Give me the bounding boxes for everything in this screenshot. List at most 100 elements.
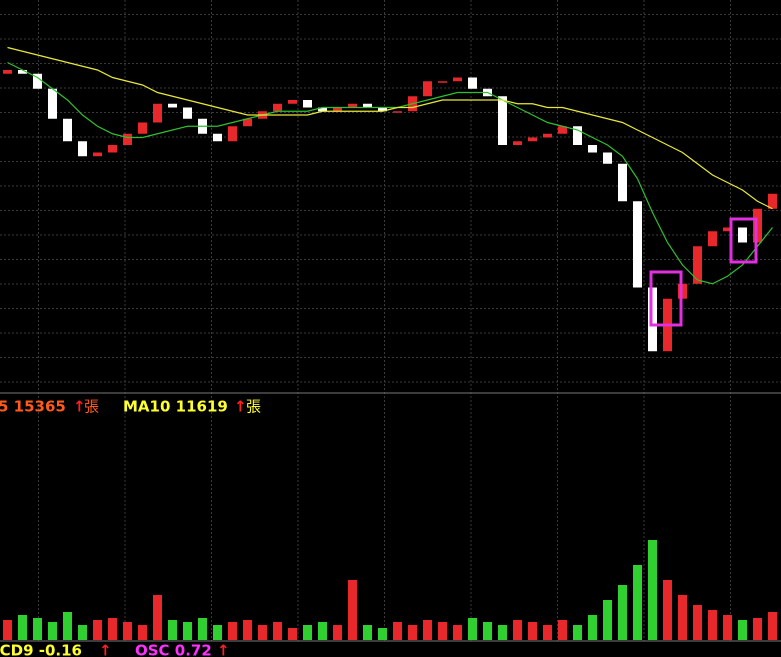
candle-body bbox=[63, 118, 72, 142]
candle-body bbox=[3, 70, 12, 74]
candle-body bbox=[393, 111, 402, 113]
volume-bar bbox=[183, 622, 192, 640]
volume-bar bbox=[468, 618, 477, 640]
volume-bar bbox=[423, 620, 432, 640]
candle-body bbox=[723, 227, 732, 232]
volume-bar bbox=[138, 625, 147, 640]
volume-bar bbox=[3, 620, 12, 640]
candle-body bbox=[123, 133, 132, 145]
candle-body bbox=[138, 122, 147, 134]
candle-body bbox=[33, 73, 42, 89]
candle-body bbox=[603, 152, 612, 164]
volume-bar bbox=[273, 622, 282, 640]
candle-body bbox=[423, 81, 432, 97]
volume-bar bbox=[453, 625, 462, 640]
candle-body bbox=[513, 141, 522, 145]
legend-arrow: ↑ bbox=[234, 398, 247, 416]
volume-bar bbox=[393, 622, 402, 640]
volume-bar bbox=[618, 585, 627, 640]
candle-body bbox=[318, 107, 327, 112]
volume-bar bbox=[63, 612, 72, 640]
volume-bar bbox=[108, 618, 117, 640]
candle-body bbox=[153, 103, 162, 123]
ma-line bbox=[7, 46, 773, 210]
volume-bar bbox=[678, 595, 687, 640]
volume-bar bbox=[543, 625, 552, 640]
volume-bar bbox=[198, 618, 207, 640]
indicator-arrow: ↑ bbox=[217, 642, 230, 657]
volume-bar bbox=[753, 618, 762, 640]
candle-body bbox=[228, 126, 237, 142]
volume-bar bbox=[93, 620, 102, 640]
candle-body bbox=[633, 201, 642, 288]
indicator-arrow: ↑ bbox=[99, 642, 112, 657]
candle-body bbox=[348, 103, 357, 108]
volume-bar bbox=[288, 628, 297, 640]
volume-bar bbox=[363, 625, 372, 640]
candle-body bbox=[528, 137, 537, 142]
volume-bar bbox=[513, 620, 522, 640]
candle-body bbox=[618, 163, 627, 202]
candle-body bbox=[738, 227, 747, 243]
candle-body bbox=[93, 152, 102, 157]
volume-bar bbox=[723, 615, 732, 640]
candle-body bbox=[213, 133, 222, 142]
indicator-label: ACD9 -0.16 bbox=[0, 642, 82, 657]
volume-bar bbox=[738, 620, 747, 640]
candle-body bbox=[288, 100, 297, 104]
candle-body bbox=[558, 126, 567, 134]
volume-bar bbox=[573, 625, 582, 640]
candle-body bbox=[453, 77, 462, 82]
candle-body bbox=[273, 103, 282, 112]
volume-bar bbox=[663, 580, 672, 640]
volume-bar bbox=[18, 615, 27, 640]
candle-body bbox=[78, 141, 87, 157]
volume-bar bbox=[78, 625, 87, 640]
volume-bar bbox=[348, 580, 357, 640]
volume-bar bbox=[438, 622, 447, 640]
volume-bar bbox=[378, 628, 387, 640]
candle-body bbox=[108, 145, 117, 153]
indicator-label: OSC 0.72 bbox=[135, 642, 212, 657]
volume-bar bbox=[318, 622, 327, 640]
highlight-box bbox=[729, 217, 758, 264]
volume-bar bbox=[258, 625, 267, 640]
volume-bar bbox=[708, 610, 717, 640]
candle-body bbox=[588, 145, 597, 153]
volume-bar bbox=[48, 622, 57, 640]
candle-body bbox=[693, 246, 702, 284]
legend-label: 5 15365 bbox=[0, 398, 66, 416]
ma-line bbox=[7, 61, 773, 285]
volume-bar bbox=[483, 622, 492, 640]
candle-body bbox=[18, 70, 27, 74]
volume-bar bbox=[213, 625, 222, 640]
volume-bar bbox=[303, 625, 312, 640]
volume-bar bbox=[168, 620, 177, 640]
candle-body bbox=[498, 96, 507, 145]
volume-bar bbox=[558, 620, 567, 640]
candle-body bbox=[438, 81, 447, 83]
candle-body bbox=[468, 77, 477, 89]
volume-bar bbox=[153, 595, 162, 640]
volume-bar bbox=[408, 625, 417, 640]
candle-body bbox=[573, 126, 582, 145]
volume-bar bbox=[603, 600, 612, 640]
volume-bar bbox=[498, 625, 507, 640]
volume-bar bbox=[648, 540, 657, 640]
candle-body bbox=[363, 103, 372, 108]
volume-bar bbox=[588, 615, 597, 640]
candle-body bbox=[168, 103, 177, 108]
volume-bar bbox=[33, 618, 42, 640]
highlight-box bbox=[649, 270, 683, 327]
candle-body bbox=[333, 107, 342, 112]
volume-bar bbox=[693, 605, 702, 640]
legend-arrow: ↑ bbox=[73, 398, 86, 416]
candle-body bbox=[48, 88, 57, 119]
volume-bar bbox=[768, 612, 777, 640]
candle-body bbox=[708, 231, 717, 247]
volume-bar bbox=[633, 565, 642, 640]
volume-bar bbox=[243, 620, 252, 640]
candle-body bbox=[768, 193, 777, 209]
candle-body bbox=[303, 100, 312, 108]
